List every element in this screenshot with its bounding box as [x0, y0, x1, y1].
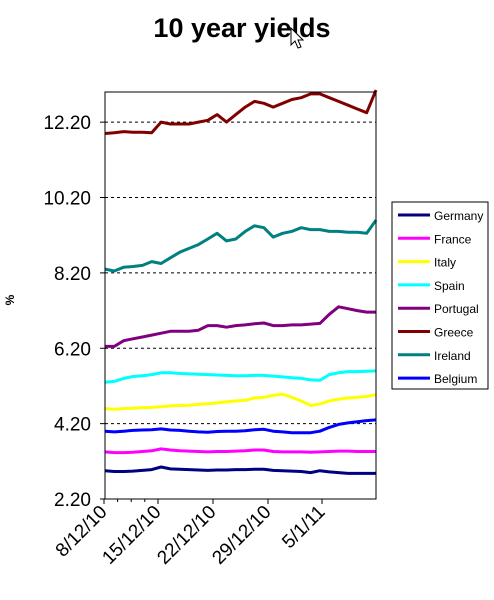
legend-box [391, 201, 489, 390]
series-line-germany [104, 465, 376, 475]
y-tick-label: 10.20 [43, 189, 91, 210]
legend: Germany France Italy Spain Portugal Greece Ire… [391, 201, 489, 390]
plot-area-border [104, 91, 377, 500]
series-line-italy [104, 392, 377, 411]
series-line-portugal [105, 305, 376, 348]
legend-label: Italy [434, 256, 456, 270]
series-line-france [104, 447, 376, 455]
legend-label: Portugal [434, 302, 479, 316]
legend-label: Spain [434, 279, 465, 293]
legend-label: France [434, 232, 472, 246]
x-tick-label: 5/1/11 [278, 502, 329, 553]
x-tick-label: 15/12/10 [98, 502, 165, 569]
series-line-greece [104, 89, 378, 135]
series-line-ireland [104, 219, 378, 273]
mouse-pointer-icon [290, 27, 305, 49]
legend-label: Greece [434, 326, 474, 340]
y-tick-label: 4.20 [54, 415, 91, 436]
y-tick-label: 12.20 [43, 113, 91, 134]
legend-label: Belgium [434, 372, 477, 386]
grid-lines [105, 121, 376, 425]
legend-label: Ireland [434, 349, 471, 363]
legend-label: Germany [434, 209, 483, 223]
series-lines [104, 89, 378, 475]
series-line-belgium [104, 418, 377, 435]
x-tick-label: 29/12/10 [208, 502, 275, 569]
y-axis-ticks: 2.20 4.20 6.20 8.20 10.20 12.20 [43, 113, 105, 511]
series-line-spain [104, 369, 377, 384]
y-tick-label: 8.20 [54, 264, 91, 285]
y-tick-label: 2.20 [54, 490, 91, 511]
x-tick-label: 22/12/10 [153, 502, 220, 569]
y-axis-label: % [3, 294, 17, 305]
y-tick-label: 6.20 [54, 339, 91, 360]
